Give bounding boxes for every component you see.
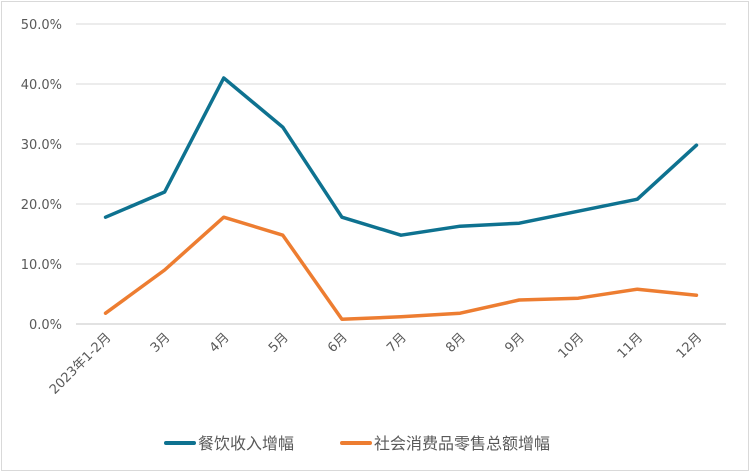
x-tick-label: 5月 bbox=[266, 330, 292, 356]
legend-label: 社会消费品零售总额增幅 bbox=[374, 434, 550, 453]
x-tick-label: 3月 bbox=[148, 330, 174, 356]
y-tick-label: 50.0% bbox=[21, 18, 62, 33]
y-tick-label: 20.0% bbox=[21, 198, 62, 213]
x-tick-label: 2023年1-2月 bbox=[47, 330, 114, 397]
x-tick-label: 12月 bbox=[674, 330, 705, 361]
series-line-0 bbox=[106, 78, 697, 235]
y-tick-label: 40.0% bbox=[21, 78, 62, 93]
x-tick-label: 6月 bbox=[325, 330, 351, 356]
legend-label: 餐饮收入增幅 bbox=[198, 434, 294, 453]
x-tick-label: 9月 bbox=[502, 330, 528, 356]
legend-item-1: 社会消费品零售总额增幅 bbox=[342, 434, 550, 453]
y-tick-label: 10.0% bbox=[21, 258, 62, 273]
series-line-1 bbox=[106, 217, 697, 319]
y-tick-label: 30.0% bbox=[21, 138, 62, 153]
x-tick-label: 7月 bbox=[384, 330, 410, 356]
legend-item-0: 餐饮收入增幅 bbox=[166, 434, 294, 453]
x-tick-label: 8月 bbox=[443, 330, 469, 356]
x-tick-label: 11月 bbox=[615, 330, 646, 361]
x-tick-label: 10月 bbox=[556, 330, 587, 361]
x-tick-label: 4月 bbox=[207, 330, 233, 356]
y-tick-label: 0.0% bbox=[29, 318, 62, 333]
